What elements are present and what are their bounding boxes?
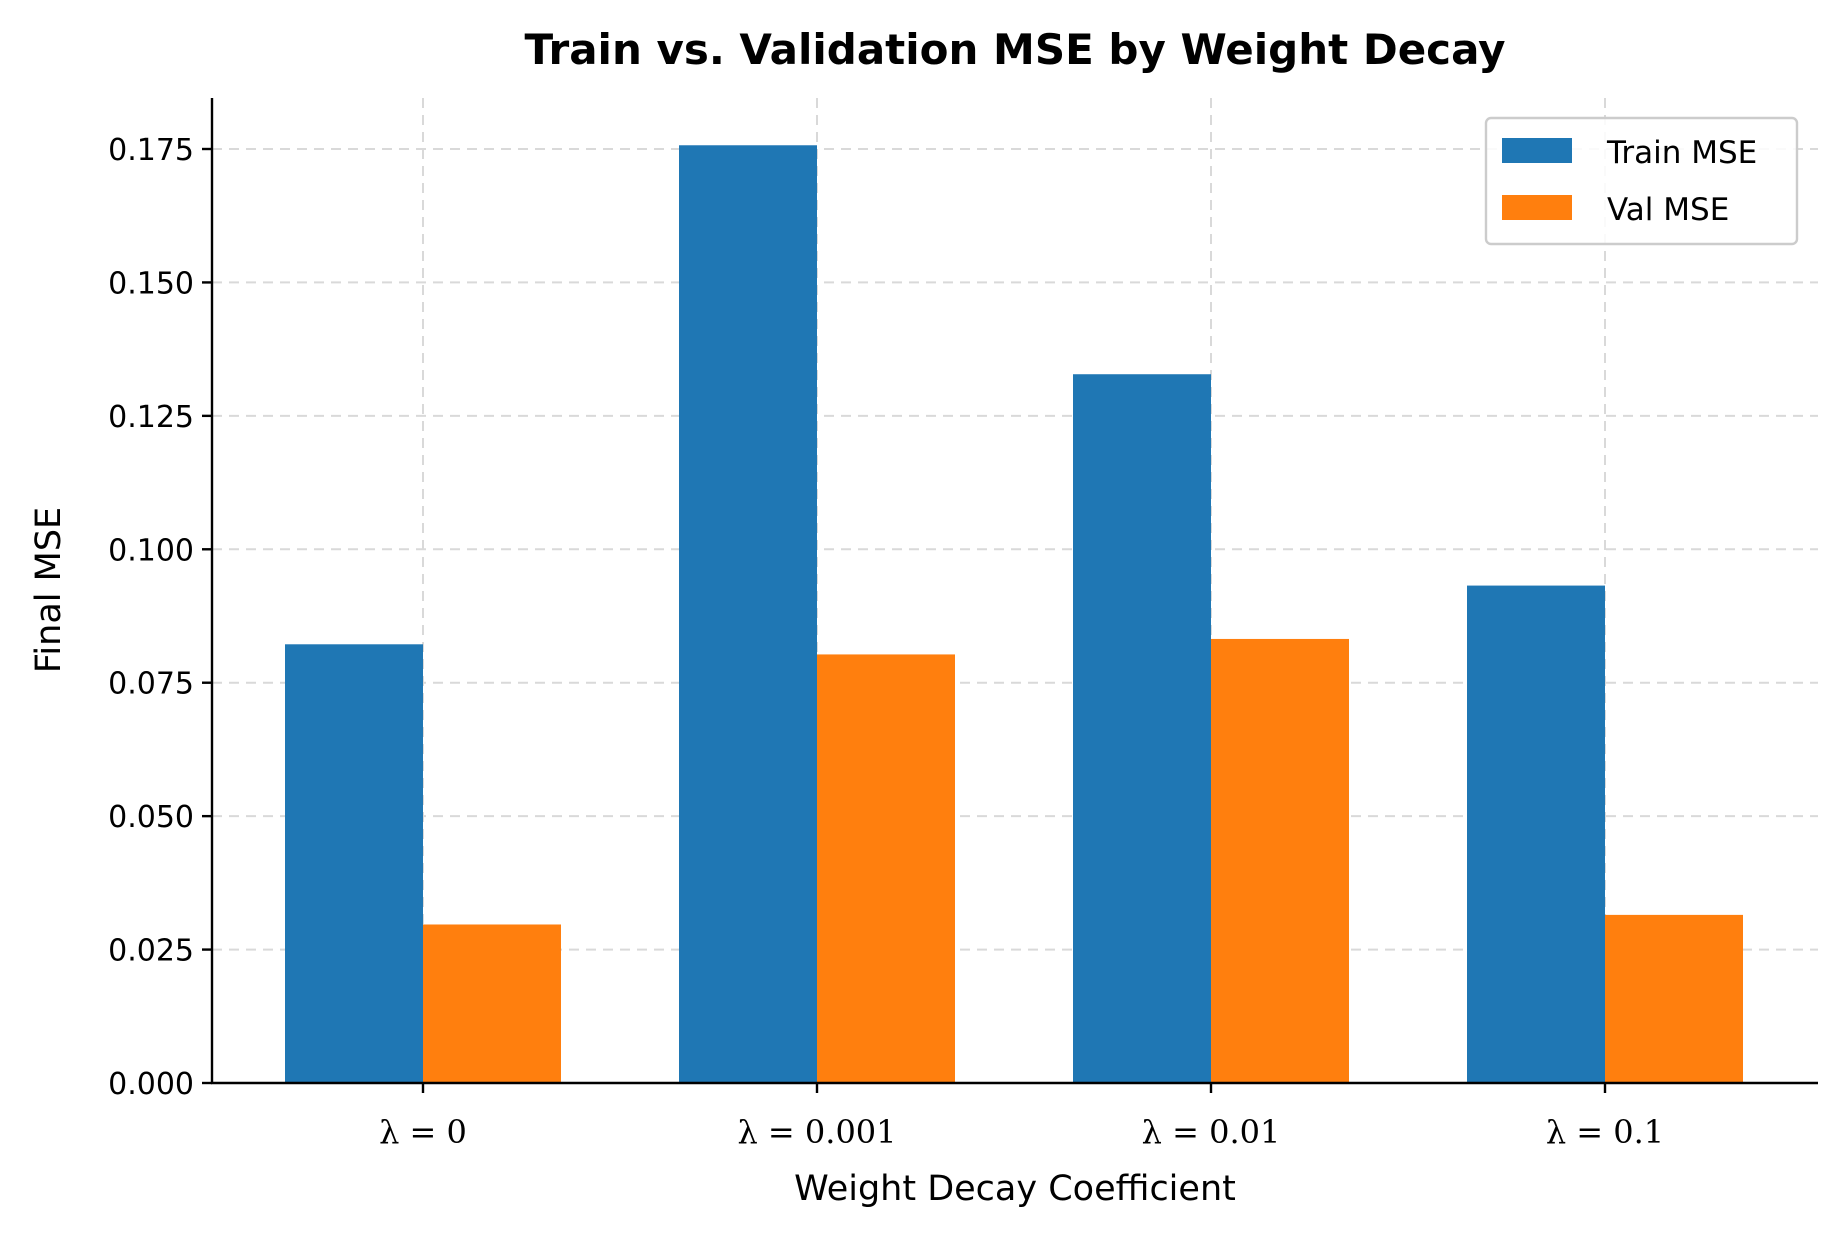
y-axis-label: Final MSE — [29, 507, 69, 673]
y-tick-label: 0.150 — [108, 266, 194, 301]
train-mse-bar — [1467, 585, 1605, 1083]
chart-title: Train vs. Validation MSE by Weight Decay — [524, 25, 1505, 74]
x-tick-label: λ = 0.001 — [737, 1113, 896, 1151]
legend: Train MSE Val MSE — [1484, 116, 1799, 246]
bars — [285, 145, 1743, 1084]
y-tick-label: 0.125 — [108, 400, 194, 435]
train-mse-bar — [679, 145, 817, 1084]
y-tick-label: 0.075 — [108, 667, 194, 702]
train-mse-bar — [285, 644, 423, 1083]
x-ticks: λ = 0 λ = 0.001 λ = 0.01 λ = 0.1 — [379, 1083, 1664, 1151]
legend-swatch-val — [1502, 195, 1572, 220]
y-tick-label: 0.050 — [108, 800, 194, 835]
y-tick-label: 0.025 — [108, 934, 194, 969]
legend-swatch-train — [1502, 138, 1572, 163]
x-axis-label: Weight Decay Coefficient — [794, 1169, 1236, 1209]
x-tick-label: λ = 0 — [379, 1113, 467, 1151]
val-mse-bar — [423, 924, 561, 1083]
y-tick-label: 0.100 — [108, 533, 194, 568]
val-mse-bar — [1605, 914, 1743, 1083]
legend-label-val: Val MSE — [1607, 192, 1729, 228]
legend-label-train: Train MSE — [1606, 135, 1757, 171]
val-mse-bar — [1211, 638, 1349, 1083]
val-mse-bar — [817, 654, 955, 1083]
y-tick-label: 0.175 — [108, 133, 194, 168]
axes — [210, 98, 1818, 1085]
y-tick-label: 0.000 — [108, 1067, 194, 1102]
x-tick-label: λ = 0.1 — [1546, 1113, 1664, 1151]
train-mse-bar — [1073, 374, 1211, 1083]
x-tick-label: λ = 0.01 — [1142, 1113, 1281, 1151]
y-ticks: 0.000 0.025 0.050 0.075 0.100 0.125 0.150 0.175 — [108, 133, 212, 1102]
